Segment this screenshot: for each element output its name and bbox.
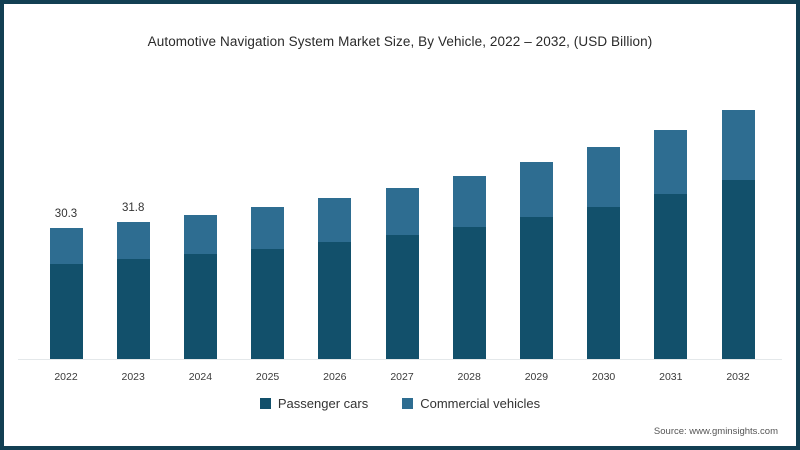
bar-segment-passenger-cars-2030[interactable]	[587, 206, 621, 359]
bar-segment-passenger-cars-2026[interactable]	[318, 242, 352, 359]
data-label-2022: 30.3	[54, 208, 78, 221]
bar-segment-passenger-cars-2029[interactable]	[519, 217, 553, 359]
bar-segment-passenger-cars-2031[interactable]	[654, 193, 688, 359]
x-axis-label-2025: 2025	[255, 371, 280, 383]
bar-2022[interactable]	[49, 228, 83, 359]
bar-segment-passenger-cars-2027[interactable]	[385, 235, 419, 359]
chart-canvas: Automotive Navigation System Market Size…	[4, 4, 796, 446]
legend-item-passenger-cars[interactable]: Passenger cars	[259, 396, 369, 411]
bar-segment-passenger-cars-2028[interactable]	[452, 226, 486, 359]
bar-segment-passenger-cars-2024[interactable]	[183, 254, 217, 359]
bar-2032[interactable]	[721, 110, 755, 359]
bar-2029[interactable]	[519, 162, 553, 359]
source-attribution: Source: www.gminsights.com	[653, 426, 778, 437]
legend-label: Commercial vehicles	[420, 396, 541, 411]
legend-item-commercial-vehicles[interactable]: Commercial vehicles	[402, 396, 540, 411]
bar-2027[interactable]	[385, 187, 419, 359]
x-axis-label-2026: 2026	[323, 371, 347, 383]
plot-area: 2022 2023 2024 2025 2026 2027 2028 2029 2030 2031…	[4, 4, 796, 446]
bar-segment-commercial-vehicles-2032[interactable]	[721, 110, 755, 180]
bar-segment-passenger-cars-2025[interactable]	[251, 248, 285, 359]
x-axis-label-2023: 2023	[121, 371, 145, 383]
bar-segment-commercial-vehicles-2030[interactable]	[587, 147, 621, 207]
bar-2023[interactable]	[116, 221, 150, 359]
bar-2024[interactable]	[183, 214, 217, 359]
bar-segment-commercial-vehicles-2022[interactable]	[49, 228, 83, 264]
x-axis-label-2030: 2030	[591, 371, 616, 383]
bar-2025[interactable]	[251, 206, 285, 359]
bar-2031[interactable]	[654, 130, 688, 359]
bar-segment-passenger-cars-2023[interactable]	[116, 259, 150, 359]
x-axis-label-2022: 2022	[54, 371, 78, 383]
bar-segment-commercial-vehicles-2026[interactable]	[318, 197, 352, 243]
x-axis-label-2029: 2029	[524, 371, 549, 383]
x-axis-label-2031: 2031	[659, 371, 683, 383]
bar-segment-commercial-vehicles-2025[interactable]	[251, 206, 285, 249]
bar-segment-commercial-vehicles-2027[interactable]	[385, 187, 419, 236]
x-axis-label-2027: 2027	[390, 371, 414, 383]
bar-2030[interactable]	[587, 147, 621, 359]
legend-swatch-icon	[259, 398, 271, 409]
bar-segment-commercial-vehicles-2031[interactable]	[654, 130, 688, 194]
x-axis-label-2028: 2028	[457, 371, 481, 383]
bar-segment-passenger-cars-2032[interactable]	[721, 179, 755, 359]
bar-2028[interactable]	[452, 175, 486, 359]
legend-swatch-icon	[402, 398, 414, 409]
bar-2026[interactable]	[318, 197, 352, 359]
legend-label: Passenger cars	[277, 396, 369, 411]
axis-baseline	[18, 359, 782, 360]
x-axis-label-2032: 2032	[726, 371, 750, 383]
x-axis-label-2024: 2024	[188, 371, 213, 383]
bar-segment-passenger-cars-2022[interactable]	[49, 263, 83, 359]
bar-segment-commercial-vehicles-2023[interactable]	[116, 221, 150, 260]
chart-legend: Passenger cars Commercial vehicles	[4, 396, 796, 411]
bar-segment-commercial-vehicles-2029[interactable]	[519, 162, 553, 218]
bar-segment-commercial-vehicles-2024[interactable]	[183, 214, 217, 255]
chart-title: Automotive Navigation System Market Size…	[147, 34, 653, 49]
data-label-2023: 31.8	[121, 201, 145, 214]
bar-segment-commercial-vehicles-2028[interactable]	[452, 175, 486, 227]
